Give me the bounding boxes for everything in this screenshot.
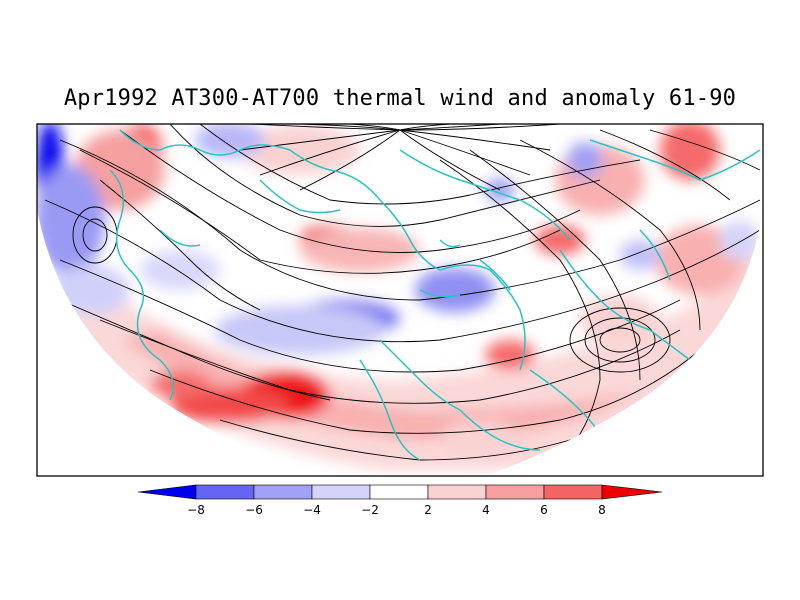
- colorbar-cell-2: [253, 484, 313, 500]
- colorbar-cell-3: [311, 484, 371, 500]
- map-title: Apr1992 AT300-AT700 thermal wind and ano…: [63, 86, 737, 111]
- colorbar-label: 6: [540, 503, 548, 517]
- colorbar-cell-5: [427, 484, 487, 500]
- colorbar-cell-1: [195, 484, 255, 500]
- map-frame: [36, 123, 764, 477]
- colorbar-label: −4: [303, 503, 321, 517]
- colorbar-cell-7: [543, 484, 603, 500]
- colorbar-label: −2: [361, 503, 379, 517]
- colorbar: −8 −6 −4 −2 2 4 6 8: [137, 484, 663, 517]
- colorbar-cell-4: [369, 484, 429, 500]
- colorbar-label: 2: [424, 503, 432, 517]
- anomaly-shading: [37, 124, 763, 474]
- colorbar-label: 4: [482, 503, 490, 517]
- colorbar-cell-0: [137, 484, 197, 500]
- colorbar-label: 8: [598, 503, 606, 517]
- colorbar-label: −6: [245, 503, 263, 517]
- colorbar-label: −8: [187, 503, 205, 517]
- colorbar-cell-8: [601, 484, 663, 500]
- colorbar-cell-6: [485, 484, 545, 500]
